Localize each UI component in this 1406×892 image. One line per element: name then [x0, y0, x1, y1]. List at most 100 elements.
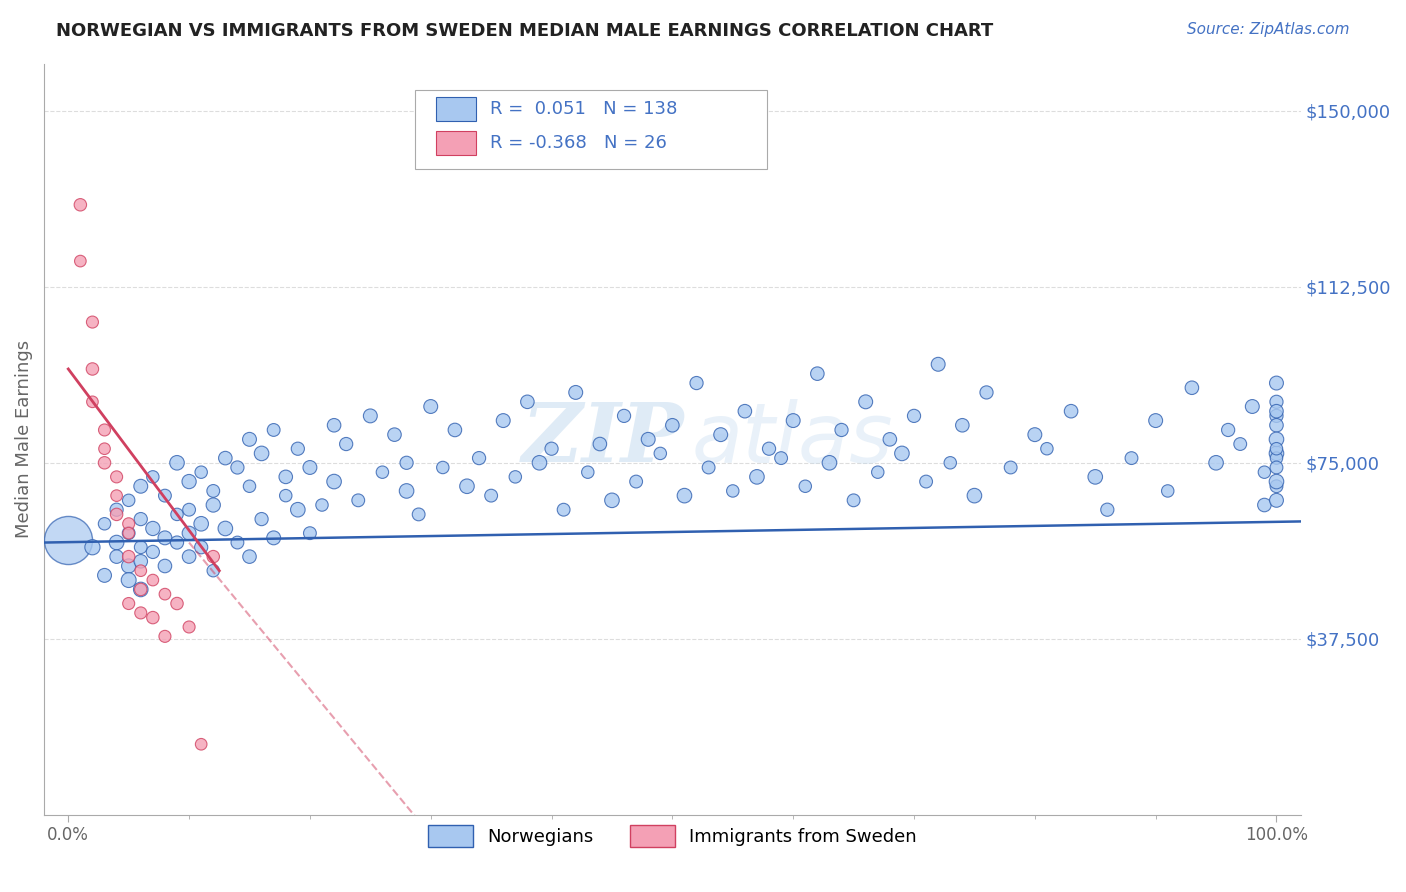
Bar [436, 97, 477, 121]
Point [419, 400, 441, 414]
Point [142, 610, 165, 624]
Point [806, 367, 828, 381]
Point [166, 508, 188, 522]
Point [1253, 465, 1275, 479]
Point [540, 442, 562, 456]
Point [129, 540, 152, 554]
Point [105, 549, 128, 564]
Point [1084, 470, 1107, 484]
Point [82, 394, 104, 409]
Point [613, 409, 636, 423]
Point [118, 526, 141, 541]
Point [118, 526, 141, 541]
Point [395, 483, 418, 498]
Point [1265, 433, 1288, 447]
Point [673, 489, 696, 503]
Point [879, 433, 901, 447]
Point [770, 451, 793, 466]
Point [492, 413, 515, 427]
Point [105, 535, 128, 549]
Point [1265, 394, 1288, 409]
Point [250, 512, 273, 526]
Point [866, 465, 889, 479]
Point [1060, 404, 1083, 418]
Point [842, 493, 865, 508]
Point [82, 362, 104, 376]
Point [118, 597, 141, 611]
Point [456, 479, 478, 493]
Point [710, 427, 733, 442]
Point [105, 502, 128, 516]
Point [600, 493, 623, 508]
Point [69, 198, 91, 212]
Point [384, 427, 406, 442]
Point [650, 446, 672, 460]
Point [831, 423, 853, 437]
Point [105, 508, 128, 522]
Point [129, 606, 152, 620]
Point [685, 376, 707, 390]
Point [1121, 451, 1143, 466]
Point [564, 385, 586, 400]
Point [432, 460, 454, 475]
Text: Source: ZipAtlas.com: Source: ZipAtlas.com [1187, 22, 1350, 37]
Point [1024, 427, 1046, 442]
Point [93, 456, 115, 470]
Point [238, 433, 260, 447]
Point [939, 456, 962, 470]
Point [118, 559, 141, 574]
Point [347, 493, 370, 508]
Point [444, 423, 467, 437]
Point [153, 489, 176, 503]
Point [153, 629, 176, 643]
Point [1229, 437, 1251, 451]
Point [1181, 381, 1204, 395]
Point [93, 442, 115, 456]
Point [93, 568, 115, 582]
Point [177, 526, 200, 541]
Point [82, 540, 104, 554]
Point [963, 489, 986, 503]
Point [118, 549, 141, 564]
Point [238, 479, 260, 493]
Point [58, 533, 80, 548]
Point [298, 460, 321, 475]
Point [1265, 442, 1288, 456]
Point [359, 409, 381, 423]
Point [142, 521, 165, 535]
Point [202, 564, 225, 578]
Point [311, 498, 333, 512]
Point [1265, 409, 1288, 423]
Point [1241, 400, 1264, 414]
Point [697, 460, 720, 475]
Point [82, 315, 104, 329]
Text: ZIP: ZIP [522, 400, 685, 479]
Point [408, 508, 430, 522]
Point [226, 460, 249, 475]
Point [190, 540, 212, 554]
Point [1265, 493, 1288, 508]
Point [238, 549, 260, 564]
Point [105, 489, 128, 503]
Point [153, 587, 176, 601]
Text: R =  0.051   N = 138: R = 0.051 N = 138 [491, 100, 678, 118]
Point [1265, 376, 1288, 390]
Point [1265, 404, 1288, 418]
Point [745, 470, 768, 484]
Point [1265, 479, 1288, 493]
Point [202, 498, 225, 512]
Point [263, 423, 285, 437]
Point [1157, 483, 1180, 498]
Point [1265, 451, 1288, 466]
Point [1265, 446, 1288, 460]
Point [118, 516, 141, 531]
Bar [436, 130, 477, 154]
Point [202, 549, 225, 564]
Point [129, 512, 152, 526]
Point [903, 409, 925, 423]
Point [734, 404, 756, 418]
Point [976, 385, 998, 400]
Point [274, 470, 297, 484]
Point [1000, 460, 1022, 475]
Point [118, 573, 141, 587]
